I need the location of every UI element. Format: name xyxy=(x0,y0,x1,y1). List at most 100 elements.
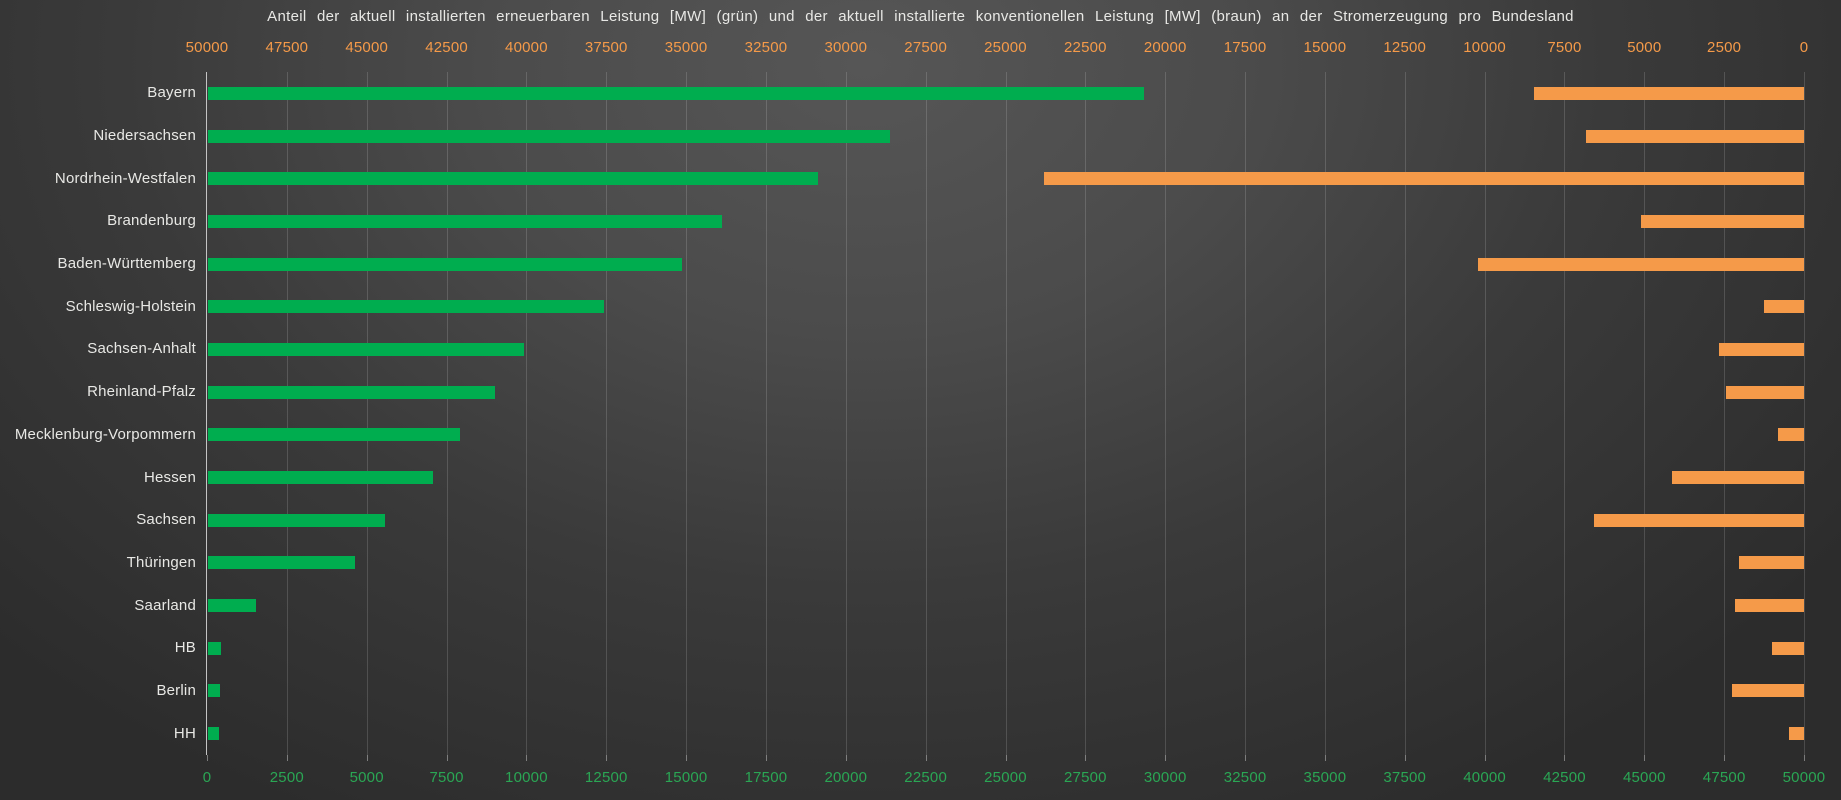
x-top-tick-label: 2500 xyxy=(1707,39,1742,56)
bar-erneuerbare-leistung xyxy=(208,641,222,655)
bar-konventionelle-leistung xyxy=(1739,556,1804,570)
x-bottom-tick-mark xyxy=(446,755,448,761)
bar-konventionelle-leistung xyxy=(1788,727,1804,741)
y-category-label: Brandenburg xyxy=(107,212,196,230)
x-top-tick-label: 17500 xyxy=(1223,39,1267,56)
bar-konventionelle-leistung xyxy=(1043,172,1804,186)
gridline xyxy=(765,72,767,755)
gridline xyxy=(1404,72,1406,755)
y-category-label: Thüringen xyxy=(126,553,196,571)
bar-konventionelle-leistung xyxy=(1732,684,1804,698)
x-top-tick-label: 37500 xyxy=(584,39,628,56)
x-bottom-tick-mark xyxy=(1644,755,1646,761)
bar-konventionelle-leistung xyxy=(1594,513,1804,527)
y-category-label: Schleswig-Holstein xyxy=(65,297,196,315)
bar-erneuerbare-leistung xyxy=(208,214,723,228)
x-bottom-tick-mark xyxy=(845,755,847,761)
gridline xyxy=(1484,72,1486,755)
y-category-label: Saarland xyxy=(134,596,196,614)
gridline xyxy=(1085,72,1087,755)
bar-erneuerbare-leistung xyxy=(208,513,386,527)
gridline xyxy=(925,72,927,755)
x-top-tick-label: 45000 xyxy=(345,39,389,56)
x-top-tick-label: 15000 xyxy=(1303,39,1347,56)
x-bottom-tick-label: 7500 xyxy=(429,769,464,786)
x-bottom-tick-mark xyxy=(1005,755,1007,761)
x-bottom-tick-mark xyxy=(1724,755,1726,761)
x-top-tick-label: 25000 xyxy=(984,39,1027,56)
bar-konventionelle-leistung xyxy=(1478,257,1804,271)
x-bottom-tick-label: 47500 xyxy=(1702,769,1746,786)
x-bottom-tick-mark xyxy=(1564,755,1566,761)
gridline xyxy=(1005,72,1007,755)
bar-erneuerbare-leistung xyxy=(208,86,1144,100)
bar-erneuerbare-leistung xyxy=(208,300,605,314)
gridline xyxy=(1245,72,1247,755)
x-bottom-tick-mark xyxy=(606,755,608,761)
bar-erneuerbare-leistung xyxy=(208,599,257,613)
bar-erneuerbare-leistung xyxy=(208,172,819,186)
gridline xyxy=(1804,72,1805,755)
gridline xyxy=(286,72,288,755)
x-bottom-tick-label: 10000 xyxy=(505,769,548,786)
x-bottom-tick-label: 22500 xyxy=(904,769,947,786)
x-top-tick-label: 12500 xyxy=(1383,39,1427,56)
x-top-tick-label: 22500 xyxy=(1063,39,1107,56)
x-bottom-tick-label: 17500 xyxy=(744,769,788,786)
y-category-label: HH xyxy=(173,724,196,742)
x-bottom-tick-label: 35000 xyxy=(1303,769,1347,786)
x-top-tick-label: 50000 xyxy=(185,39,229,56)
y-category-label: Niedersachsen xyxy=(93,127,196,145)
gridline xyxy=(526,72,528,755)
gridline xyxy=(1324,72,1326,755)
chart-title: Anteil der aktuell installierten erneuer… xyxy=(267,8,1574,25)
y-category-label: Mecklenburg-Vorpommern xyxy=(14,425,196,443)
bar-konventionelle-leistung xyxy=(1534,86,1804,100)
bar-erneuerbare-leistung xyxy=(208,385,496,399)
x-bottom-tick-mark xyxy=(207,755,208,761)
bar-konventionelle-leistung xyxy=(1726,385,1804,399)
bar-erneuerbare-leistung xyxy=(208,257,683,271)
gridline xyxy=(1564,72,1566,755)
x-bottom-tick-label: 5000 xyxy=(349,769,384,786)
gridline xyxy=(366,72,368,755)
y-category-label: Rheinland-Pfalz xyxy=(87,383,196,401)
bar-konventionelle-leistung xyxy=(1764,300,1804,314)
x-bottom-tick-label: 30000 xyxy=(1143,769,1187,786)
bar-erneuerbare-leistung xyxy=(208,428,460,442)
y-category-label: Hessen xyxy=(143,468,196,486)
x-bottom-tick-mark xyxy=(1085,755,1087,761)
x-bottom-tick-label: 50000 xyxy=(1782,769,1826,786)
x-top-tick-label: 35000 xyxy=(664,39,708,56)
x-bottom-tick-mark xyxy=(686,755,688,761)
x-top-tick-label: 10000 xyxy=(1463,39,1506,56)
x-top-tick-label: 42500 xyxy=(425,39,468,56)
bar-konventionelle-leistung xyxy=(1672,471,1804,485)
gridline xyxy=(606,72,608,755)
x-bottom-tick-mark xyxy=(1245,755,1247,761)
x-bottom-tick-label: 27500 xyxy=(1063,769,1107,786)
x-top-tick-label: 7500 xyxy=(1547,39,1582,56)
bar-erneuerbare-leistung xyxy=(208,727,219,741)
bar-konventionelle-leistung xyxy=(1718,342,1804,356)
x-top-tick-label: 32500 xyxy=(744,39,788,56)
x-bottom-tick-mark xyxy=(1324,755,1326,761)
x-bottom-tick-label: 12500 xyxy=(584,769,628,786)
x-bottom-tick-mark xyxy=(366,755,368,761)
x-bottom-tick-mark xyxy=(1804,755,1805,761)
x-bottom-tick-mark xyxy=(1484,755,1486,761)
gridline xyxy=(1724,72,1726,755)
x-top-tick-label: 40000 xyxy=(505,39,548,56)
x-top-tick-label: 20000 xyxy=(1143,39,1187,56)
x-bottom-tick-mark xyxy=(925,755,927,761)
x-top-tick-label: 30000 xyxy=(824,39,868,56)
bar-erneuerbare-leistung xyxy=(208,471,434,485)
y-category-label: Baden-Württemberg xyxy=(57,255,196,273)
y-category-label: Sachsen-Anhalt xyxy=(87,340,196,358)
x-bottom-tick-label: 42500 xyxy=(1543,769,1586,786)
x-top-tick-label: 5000 xyxy=(1627,39,1662,56)
gridline xyxy=(446,72,448,755)
x-bottom-tick-label: 37500 xyxy=(1383,769,1427,786)
bar-erneuerbare-leistung xyxy=(208,684,221,698)
gridline xyxy=(1165,72,1167,755)
